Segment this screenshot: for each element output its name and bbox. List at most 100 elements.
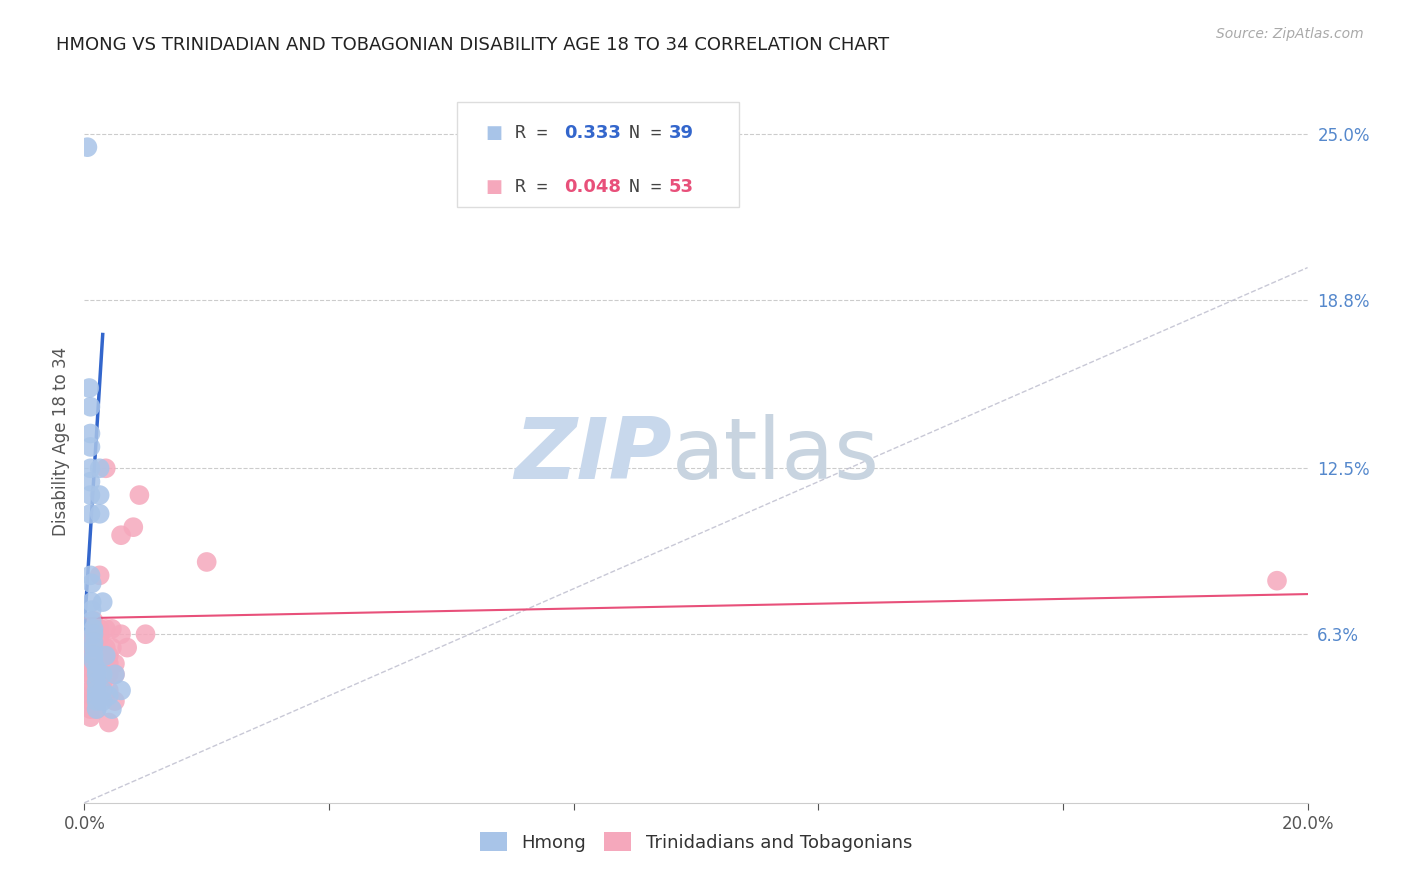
Point bbox=[86, 702, 108, 716]
Point bbox=[91, 675, 114, 690]
Point bbox=[91, 694, 114, 708]
Point bbox=[76, 640, 98, 655]
Point bbox=[104, 694, 127, 708]
Text: HMONG VS TRINIDADIAN AND TOBAGONIAN DISABILITY AGE 18 TO 34 CORRELATION CHART: HMONG VS TRINIDADIAN AND TOBAGONIAN DISA… bbox=[56, 36, 890, 54]
Point bbox=[86, 675, 108, 690]
Point bbox=[79, 657, 101, 671]
Point bbox=[97, 657, 120, 671]
Point bbox=[110, 528, 132, 542]
Point bbox=[83, 640, 105, 655]
Point bbox=[79, 507, 101, 521]
Text: 39: 39 bbox=[669, 124, 695, 142]
Point bbox=[94, 461, 117, 475]
Point bbox=[86, 702, 108, 716]
Point bbox=[83, 635, 105, 649]
Point bbox=[86, 662, 108, 676]
Point bbox=[83, 622, 105, 636]
Point bbox=[94, 648, 117, 663]
Point bbox=[79, 689, 101, 703]
Point bbox=[89, 461, 111, 475]
Point bbox=[89, 488, 111, 502]
Point bbox=[83, 622, 105, 636]
Point bbox=[101, 622, 124, 636]
Point bbox=[89, 568, 111, 582]
Point bbox=[135, 627, 157, 641]
Point bbox=[91, 683, 114, 698]
Y-axis label: Disability Age 18 to 34: Disability Age 18 to 34 bbox=[52, 347, 70, 536]
Point bbox=[80, 576, 103, 591]
Point bbox=[83, 640, 105, 655]
Point bbox=[79, 426, 101, 441]
Point bbox=[110, 627, 132, 641]
Text: N =: N = bbox=[628, 178, 672, 196]
Point bbox=[86, 667, 108, 681]
Point bbox=[79, 461, 101, 475]
Point bbox=[91, 667, 114, 681]
Point bbox=[79, 488, 101, 502]
Point bbox=[122, 520, 145, 534]
Point bbox=[76, 140, 98, 154]
Point bbox=[86, 689, 108, 703]
Point bbox=[86, 667, 108, 681]
Point bbox=[76, 622, 98, 636]
Point bbox=[79, 475, 101, 489]
Point bbox=[91, 662, 114, 676]
Point bbox=[89, 622, 111, 636]
Point bbox=[1265, 574, 1288, 588]
Text: 0.048: 0.048 bbox=[564, 178, 621, 196]
Point bbox=[79, 702, 101, 716]
Point bbox=[79, 440, 101, 454]
Point bbox=[110, 683, 132, 698]
Point bbox=[89, 630, 111, 644]
Text: N =: N = bbox=[628, 124, 672, 142]
Text: Source: ZipAtlas.com: Source: ZipAtlas.com bbox=[1216, 27, 1364, 41]
Point bbox=[76, 648, 98, 663]
Point bbox=[94, 622, 117, 636]
Point bbox=[79, 710, 101, 724]
Text: 53: 53 bbox=[669, 178, 695, 196]
Point bbox=[104, 667, 127, 681]
Point bbox=[83, 614, 105, 628]
Point bbox=[83, 654, 105, 668]
Point bbox=[91, 648, 114, 663]
Point bbox=[86, 689, 108, 703]
Point bbox=[91, 595, 114, 609]
FancyBboxPatch shape bbox=[457, 102, 738, 207]
Point bbox=[101, 640, 124, 655]
Point bbox=[83, 627, 105, 641]
Point bbox=[104, 667, 127, 681]
Point bbox=[83, 635, 105, 649]
Point bbox=[76, 630, 98, 644]
Point bbox=[128, 488, 150, 502]
Text: ZIP: ZIP bbox=[513, 415, 672, 498]
Point bbox=[86, 683, 108, 698]
Point bbox=[101, 702, 124, 716]
Point bbox=[80, 614, 103, 628]
Point bbox=[86, 675, 108, 690]
Point bbox=[83, 648, 105, 663]
Point bbox=[86, 662, 108, 676]
Point bbox=[79, 667, 101, 681]
Point bbox=[195, 555, 218, 569]
Point bbox=[115, 640, 138, 655]
Point bbox=[104, 657, 127, 671]
Point bbox=[77, 381, 100, 395]
Point bbox=[79, 568, 101, 582]
Legend: Hmong, Trinidadians and Tobagonians: Hmong, Trinidadians and Tobagonians bbox=[472, 825, 920, 859]
Point bbox=[80, 603, 103, 617]
Text: ■: ■ bbox=[485, 178, 502, 196]
Point bbox=[79, 694, 101, 708]
Point bbox=[97, 683, 120, 698]
Point bbox=[86, 694, 108, 708]
Point bbox=[86, 657, 108, 671]
Point bbox=[86, 694, 108, 708]
Point bbox=[80, 595, 103, 609]
Point bbox=[79, 400, 101, 414]
Point bbox=[94, 640, 117, 655]
Point bbox=[79, 662, 101, 676]
Point bbox=[97, 648, 120, 663]
Point bbox=[91, 667, 114, 681]
Text: ■: ■ bbox=[485, 124, 502, 142]
Text: R =: R = bbox=[515, 178, 558, 196]
Point bbox=[97, 667, 120, 681]
